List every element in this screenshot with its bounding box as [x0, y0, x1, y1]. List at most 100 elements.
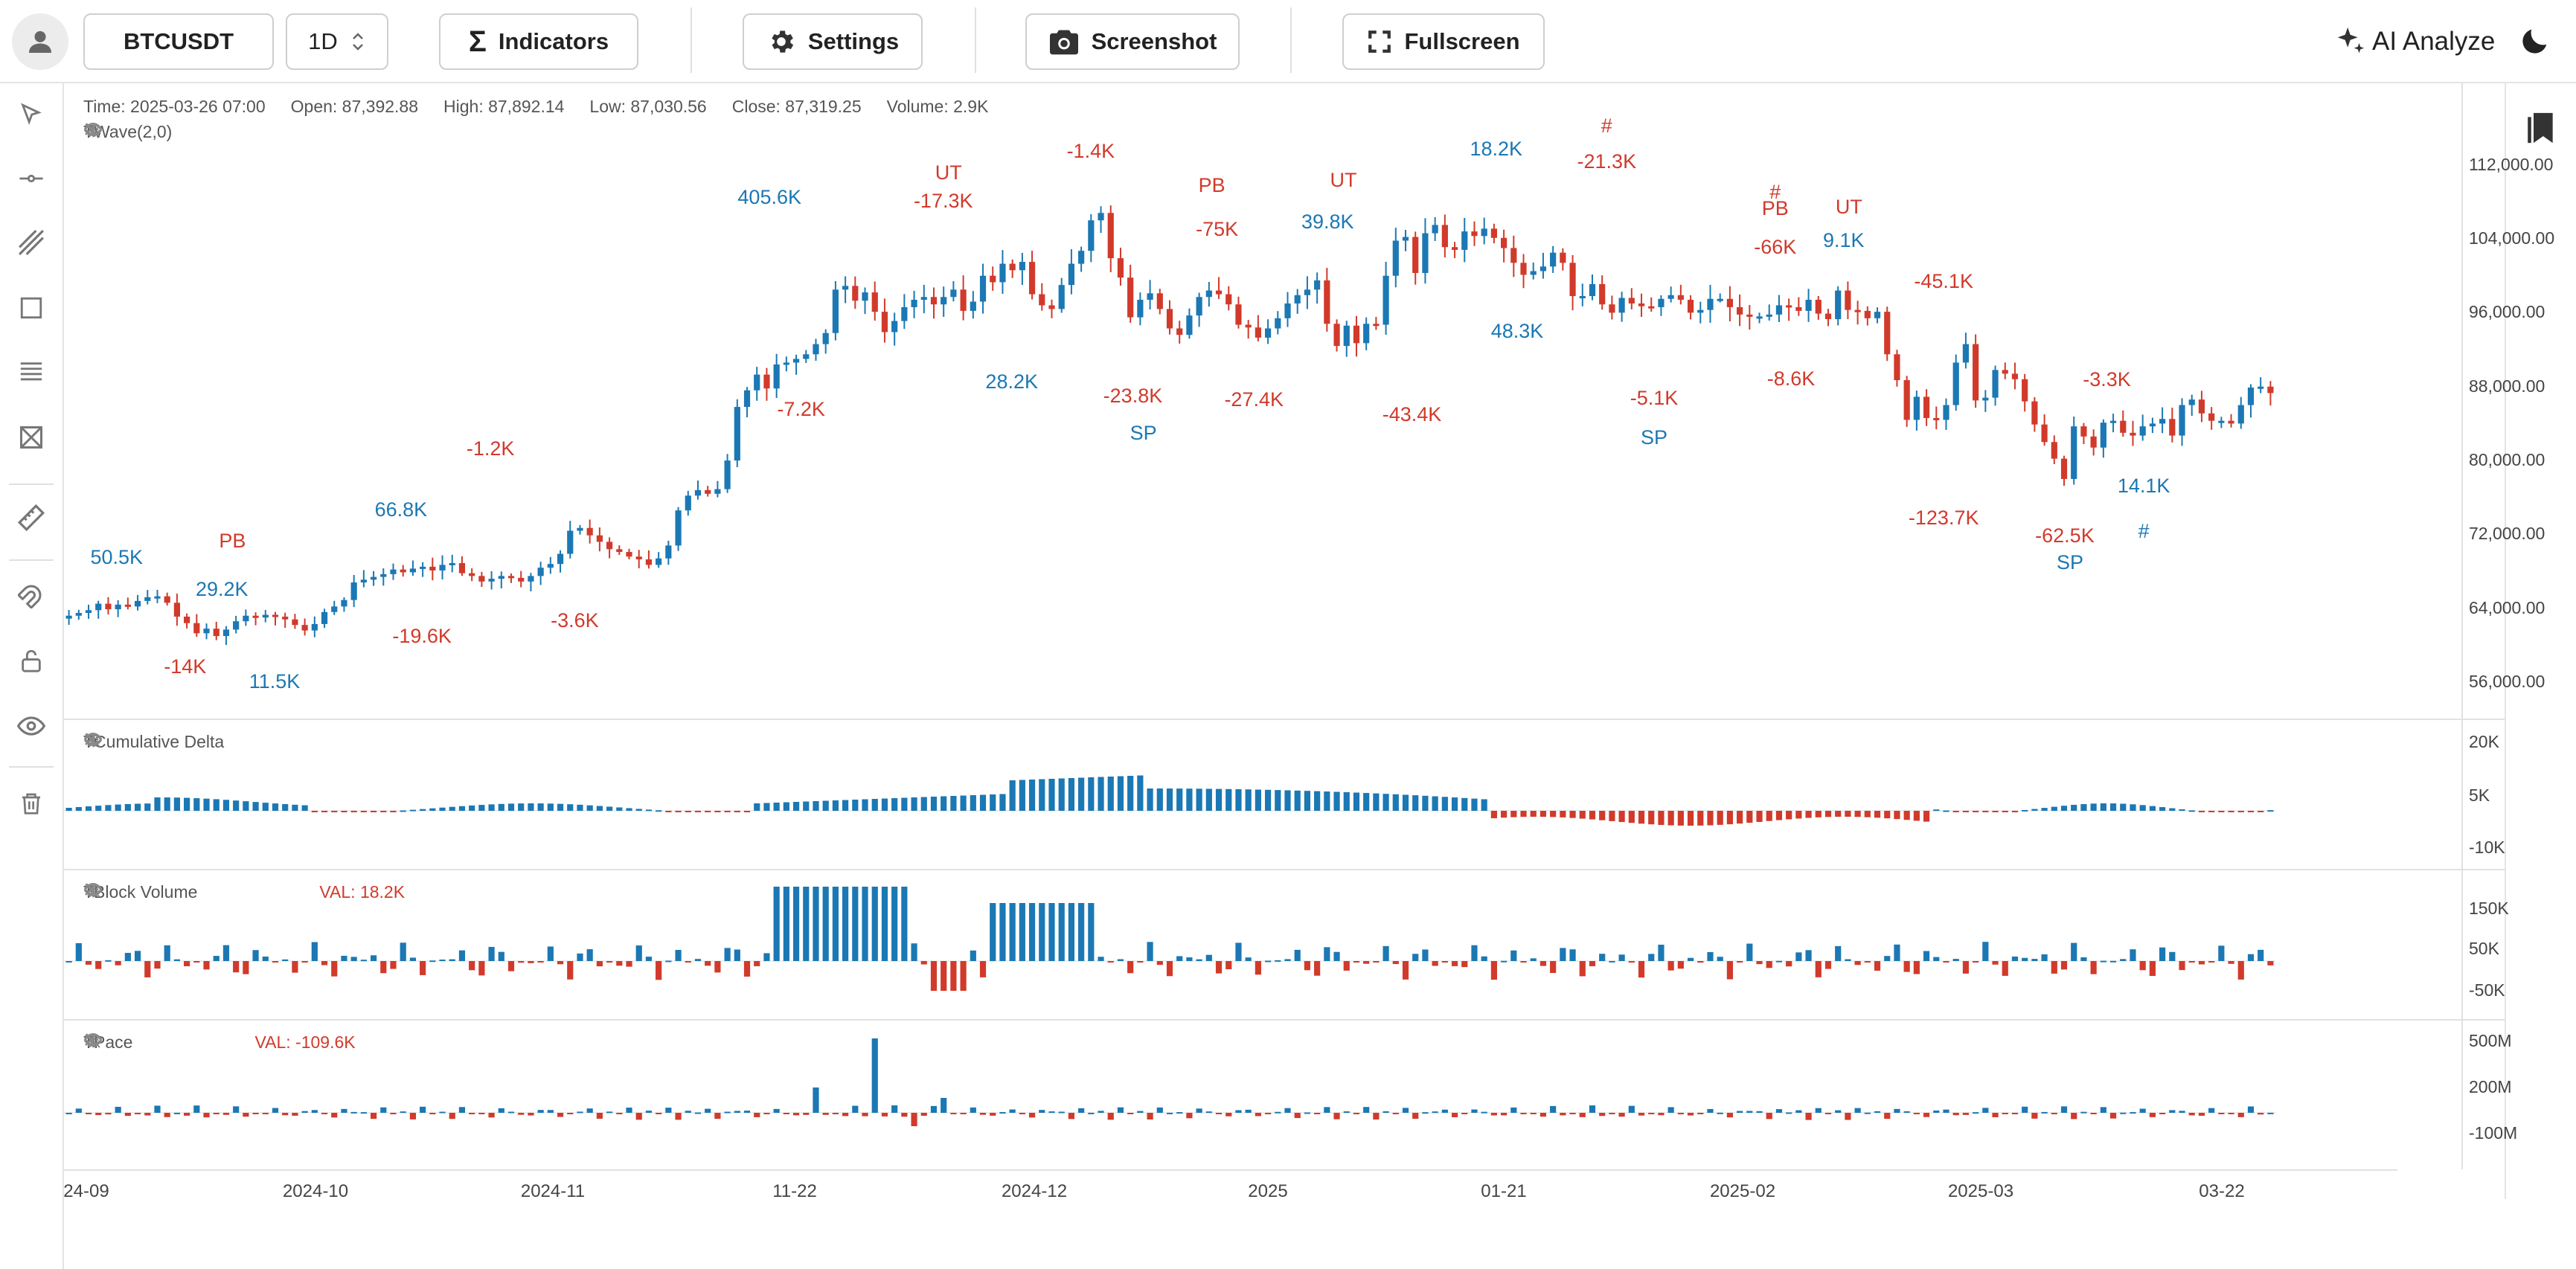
eye-icon[interactable] — [83, 882, 225, 902]
eye-icon[interactable] — [83, 732, 252, 752]
indicator-bar — [124, 952, 131, 961]
close-icon[interactable] — [85, 733, 337, 752]
wave-annotation: PB — [219, 530, 246, 553]
indicator-bar — [124, 803, 131, 811]
lock-tool[interactable] — [15, 644, 48, 677]
cursor-tool[interactable] — [15, 98, 48, 131]
cumulative-delta-pane[interactable]: TCumulative Delta 20K 5K -10K — [64, 720, 2505, 870]
indicator-bar — [1717, 957, 1723, 961]
candle-body — [1019, 262, 1025, 271]
candle-body — [1402, 237, 1409, 241]
wave-annotation: UT — [935, 161, 962, 184]
screenshot-button[interactable]: Screenshot — [1025, 13, 1240, 70]
ruler-tool[interactable] — [15, 501, 48, 534]
indicator-bar — [1255, 1113, 1261, 1117]
indicator-bar — [842, 887, 849, 961]
rectangle-tool[interactable] — [15, 292, 48, 324]
bookmark-icon — [2528, 112, 2553, 144]
price-tick-label: 112,000.00 — [2469, 155, 2553, 175]
candle-body — [557, 553, 564, 565]
indicator-bar — [1795, 811, 1802, 819]
eye-off-icon[interactable] — [83, 733, 281, 752]
fullscreen-button[interactable]: Fullscreen — [1342, 13, 1545, 70]
indicator-bar — [1677, 961, 1684, 969]
indicator-bar — [429, 960, 436, 963]
candle-body — [144, 597, 151, 601]
gear-icon[interactable] — [86, 1033, 217, 1053]
eye-off-icon[interactable] — [83, 883, 254, 902]
indicator-bar — [822, 800, 829, 811]
pace-pane[interactable]: TPace VAL: -109.6K 500M 200M -100M — [64, 1021, 2517, 1169]
indicator-bar — [282, 959, 289, 961]
block-volume-pane[interactable]: TBlock Volume VAL: 18.2K 150K 50K -50K — [64, 870, 2509, 1021]
indicator-bar — [1353, 961, 1360, 963]
indicator-bar — [2228, 1113, 2234, 1114]
indicator-bar — [1107, 777, 1114, 811]
indicator-bar — [2080, 804, 2087, 811]
indicators-button[interactable]: Σ Indicators — [439, 13, 638, 70]
visibility-tool[interactable] — [15, 710, 48, 742]
candle-body — [1304, 289, 1311, 295]
candle-body — [773, 364, 780, 389]
indicator-bar — [871, 799, 878, 811]
price-pane[interactable]: Time: 2025-03-26 07:00 Open: 87,392.88 H… — [64, 83, 2554, 720]
eye-icon[interactable] — [83, 1032, 161, 1053]
avatar[interactable] — [12, 13, 68, 70]
indicator-bar — [203, 961, 210, 970]
indicator-bar — [1667, 961, 1674, 971]
indicator-bar — [1294, 1113, 1301, 1119]
indicator-bar — [1324, 1107, 1330, 1113]
wave-annotation: -19.6K — [392, 625, 452, 648]
indicator-bar — [1225, 961, 1232, 969]
indicator-bar — [2237, 811, 2244, 812]
indicator-bar — [1117, 776, 1124, 811]
indicator-bar — [1314, 791, 1321, 811]
bookmark-button[interactable] — [2525, 110, 2558, 146]
close-icon[interactable] — [85, 123, 285, 142]
candle-body — [1176, 328, 1183, 335]
price-axis: 112,000.00 104,000.00 96,000.00 88,000.00 80… — [2466, 83, 2554, 719]
close-icon[interactable] — [85, 883, 310, 902]
candle-body — [2022, 379, 2028, 402]
eye-off-icon[interactable] — [83, 1033, 189, 1053]
gear-icon[interactable] — [86, 733, 309, 752]
trend-line-tool[interactable] — [15, 226, 48, 259]
twave-legend: TWave(2,0) — [83, 122, 285, 142]
indicator-bar — [1117, 1107, 1124, 1113]
indicator-bar — [685, 1111, 691, 1113]
dark-mode-toggle[interactable] — [2518, 24, 2552, 58]
block-volume-axis: 150K 50K -50K — [2466, 870, 2509, 1019]
indicator-bar — [1078, 1108, 1085, 1113]
symbol-button[interactable]: BTCUSDT — [83, 13, 274, 70]
candle-body — [213, 629, 220, 637]
indicator-bar — [1737, 1111, 1743, 1113]
candle-body — [999, 263, 1006, 283]
settings-button[interactable]: Settings — [743, 13, 923, 70]
indicator-bar — [2002, 811, 2008, 812]
candle-body — [763, 374, 770, 389]
time-tick-label: 2024-12 — [1001, 1181, 1068, 1201]
wave-annotation: 29.2K — [196, 577, 249, 600]
gear-icon[interactable] — [86, 883, 282, 902]
indicator-bar — [1048, 1111, 1055, 1114]
candle-body — [2159, 419, 2166, 424]
candle-body — [173, 603, 180, 617]
close-icon[interactable] — [85, 1033, 246, 1053]
interval-select[interactable]: 1D — [286, 13, 388, 70]
indicator-bar — [1756, 961, 1763, 965]
magnet-tool[interactable] — [15, 579, 48, 611]
candle-body — [360, 579, 367, 583]
ai-analyze-button[interactable]: AI Analyze — [2333, 22, 2495, 61]
indicator-tick-label: 500M — [2469, 1031, 2512, 1050]
indicator-bar — [1422, 795, 1429, 811]
wave-annotation: SP — [2057, 550, 2084, 574]
delete-tool[interactable] — [15, 787, 48, 820]
indicator-bar — [705, 1108, 711, 1113]
indicator-bar — [213, 799, 220, 811]
indicator-bar — [547, 803, 554, 811]
indicator-bar — [1019, 903, 1025, 961]
horizontal-line-tool[interactable] — [15, 162, 48, 195]
indicator-bar — [1815, 811, 1822, 817]
fib-tool[interactable] — [15, 356, 48, 388]
pattern-tool[interactable] — [15, 421, 48, 454]
